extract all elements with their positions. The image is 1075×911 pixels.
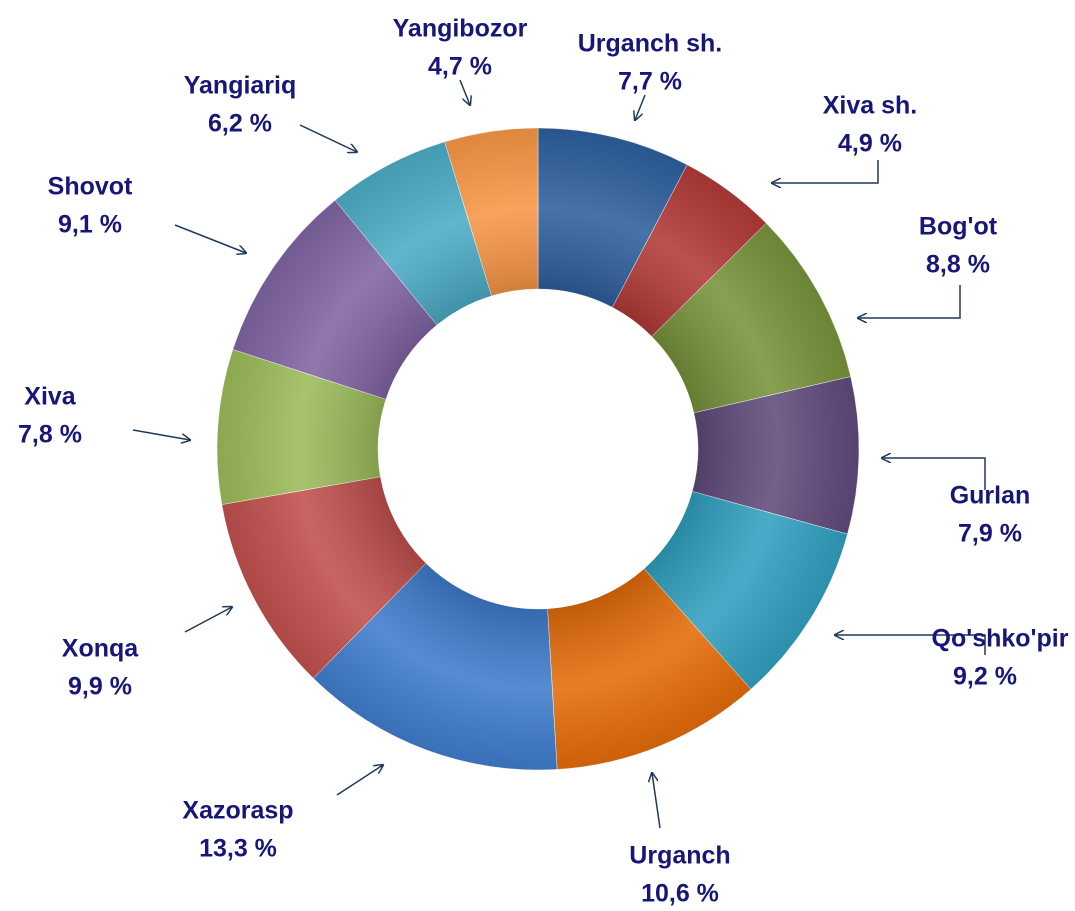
slice-value-label: 7,8 %: [18, 421, 82, 449]
slice-value-label: 4,9 %: [838, 130, 902, 158]
slice-name: Xazorasp: [182, 797, 293, 825]
slice-value-label: 7,9 %: [958, 520, 1022, 548]
slice-name: Shovot: [48, 173, 133, 201]
slice-name: Yangibozor: [393, 15, 528, 43]
leader-arrow: [132, 429, 190, 440]
leader-arrow: [882, 458, 986, 490]
slice-name: Bog'ot: [919, 213, 998, 241]
slice-name: Xiva: [24, 383, 77, 411]
slice-value-label: 6,2 %: [208, 110, 272, 138]
slice-value-label: 9,9 %: [68, 673, 132, 701]
slice-name: Qo'shko'pir: [932, 625, 1069, 653]
leader-arrow: [174, 224, 246, 253]
leader-arrow: [835, 635, 986, 655]
slice-name: Xiva sh.: [823, 92, 918, 120]
slice-value-label: 4,7 %: [428, 53, 492, 81]
slice-value-label: 13,3 %: [199, 835, 277, 863]
slice-name: Gurlan: [950, 482, 1031, 510]
leader-arrow: [336, 765, 383, 796]
slice-value-label: 7,7 %: [618, 68, 682, 96]
leader-arrow: [772, 160, 879, 183]
leader-arrow: [635, 94, 646, 120]
slice-name: Urganch sh.: [578, 30, 722, 58]
slice-name: Xonqa: [62, 635, 139, 663]
leader-arrow: [652, 773, 661, 829]
leader-arrow: [459, 79, 470, 105]
slice-shading: [216, 127, 860, 771]
leader-arrow: [299, 124, 357, 152]
leader-arrow: [184, 607, 232, 633]
slice-value-label: 8,8 %: [926, 251, 990, 279]
slice-value-label: 10,6 %: [641, 880, 719, 906]
slice-value-label: 9,1 %: [58, 211, 122, 239]
slice-name: Urganch: [629, 842, 730, 870]
leader-arrow: [858, 285, 961, 318]
slice-name: Yangiariq: [184, 72, 297, 100]
slice-value-label: 9,2 %: [953, 663, 1017, 691]
